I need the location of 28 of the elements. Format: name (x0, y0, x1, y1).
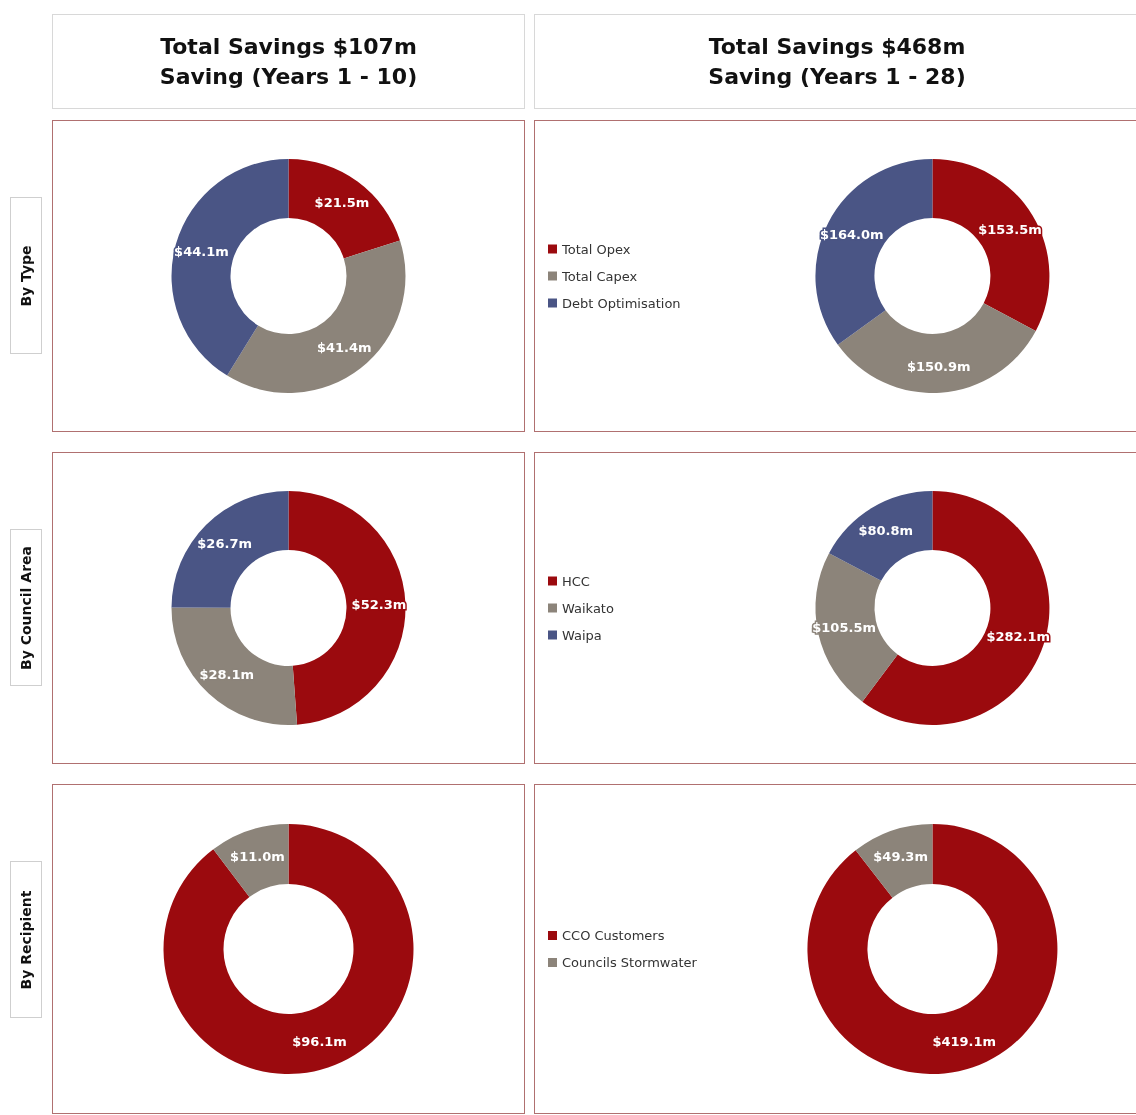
chart-subtitle: Saving (Years 1 - 10) (158, 62, 419, 91)
chart-title: Total Savings $107m (159, 32, 418, 61)
legend-label: HCC (562, 573, 590, 589)
data-label: $52.3m (351, 597, 407, 613)
data-label: $26.7m (197, 536, 252, 552)
data-label: $21.5m (314, 195, 370, 211)
legend-label: Waipa (562, 627, 602, 643)
text: By Type (18, 244, 35, 307)
data-label: $153.5m (978, 221, 1042, 237)
data-label: $28.1m (199, 666, 255, 682)
legend-label: CCO Customers (562, 928, 665, 943)
legend-label: Total Opex (561, 241, 631, 257)
chart-title: Total Savings $468m (707, 32, 967, 61)
text: By Recipient (18, 889, 34, 990)
legend-label: Total Capex (561, 268, 638, 284)
data-label: $44.1m (174, 243, 229, 259)
data-label: $80.8m (858, 522, 914, 538)
data-label: $49.3m (873, 848, 928, 864)
data-label: $96.1m (292, 1034, 347, 1050)
legend-label: Councils Stormwater (562, 955, 698, 970)
data-label: $11.0m (230, 848, 285, 864)
chart-subtitle: Saving (Years 1 - 28) (707, 62, 967, 91)
data-label: $419.1m (932, 1034, 997, 1050)
data-label: $41.4m (316, 339, 372, 355)
data-label: $150.9m (906, 358, 971, 374)
text: By Council Area (18, 545, 35, 670)
legend-label: Debt Optimisation (562, 295, 681, 311)
legend-label: Waikato (562, 600, 614, 616)
